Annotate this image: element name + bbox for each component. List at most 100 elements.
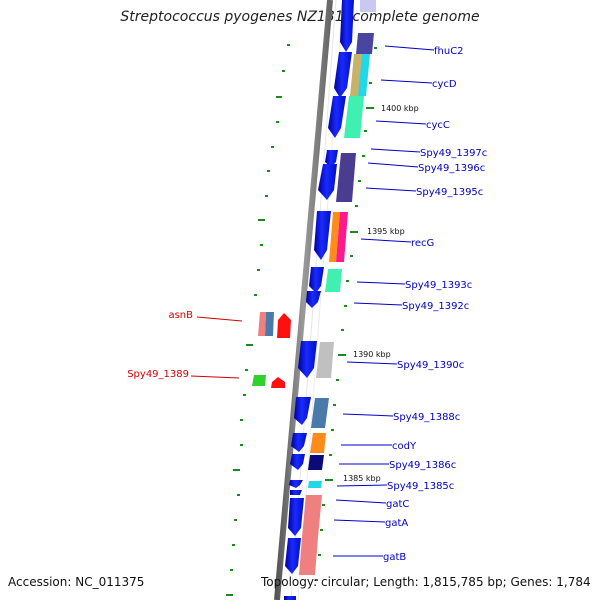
ruler-tick [315,579,318,581]
cog-feature[interactable] [308,455,324,470]
gene-label[interactable]: fhuC2 [434,46,464,57]
cog-feature[interactable] [325,269,342,292]
cds-feature[interactable] [314,211,331,260]
ruler-tick [282,70,285,72]
cds-feature[interactable] [288,498,304,536]
ruler-tick [265,195,268,197]
cds-feature[interactable] [318,164,337,200]
scale-label: 1395 kbp [367,227,405,236]
gene-label[interactable]: Spy49_1386c [389,460,456,471]
scale-labels: 1400 kbp 1395 kbp 1390 kbp 1385 kbp [325,104,419,483]
ruler-tick [318,554,321,556]
gene-label[interactable]: gatA [385,518,408,529]
forward-gene-labels: fhuC2 cycD cycC Spy49_1397c Spy49_1396c Spy49… [383,46,487,563]
ruler-tick [271,146,274,148]
gene-label[interactable]: Spy49_1392c [402,301,469,312]
ruler-tick [260,244,263,246]
cog-feature[interactable] [316,342,334,378]
ruler-tick [267,170,270,172]
cog-track [299,0,376,575]
ruler-tick [344,305,347,307]
reverse-gene-labels: asnB Spy49_1389 [127,310,193,380]
reverse-feature[interactable] [258,312,266,336]
cog-feature[interactable] [311,398,329,428]
gene-label-leader [342,413,394,417]
ruler-tick [355,205,358,207]
gene-label[interactable]: cycD [432,79,457,90]
ruler-ticks [226,44,290,596]
gene-label[interactable]: Spy49_1390c [397,360,464,371]
cog-feature[interactable] [336,212,348,262]
gene-label-leader [196,316,243,322]
cog-feature[interactable] [358,54,370,96]
gene-label[interactable]: Spy49_1388c [393,412,460,423]
ruler-tick [287,44,290,46]
cds-feature[interactable] [334,52,352,98]
cds-feature[interactable] [294,397,311,425]
cds-feature[interactable] [328,96,346,138]
cds-feature[interactable] [306,291,321,308]
cds-feature[interactable] [284,596,296,600]
cog-feature[interactable] [329,212,340,262]
cds-feature[interactable] [285,538,301,574]
cog-feature[interactable] [360,0,376,12]
ruler-tick [233,469,240,471]
cds-feature[interactable] [340,0,354,52]
scale-label: 1385 kbp [343,474,381,483]
gene-label[interactable]: Spy49_1395c [416,187,483,198]
forward-cds-track [284,0,354,600]
cog-feature[interactable] [302,495,322,537]
gene-label-leader [335,499,387,504]
gene-label[interactable]: asnB [168,310,193,321]
cog-feature[interactable] [299,537,318,575]
cds-feature[interactable] [298,341,317,378]
reverse-feature[interactable] [277,313,291,338]
gene-label[interactable]: Spy49_1389 [127,369,189,380]
cds-feature[interactable] [290,490,302,495]
gene-label[interactable]: Spy49_1385c [387,481,454,492]
gene-label[interactable]: Spy49_1393c [405,280,472,291]
cog-feature[interactable] [336,153,356,202]
map-title: Streptococcus pyogenes NZ131, complete g… [120,9,480,25]
cog-feature[interactable] [356,33,374,54]
scale-label: 1390 kbp [353,350,391,359]
ruler-tick [240,419,243,421]
ruler-tick [329,454,332,456]
cds-feature[interactable] [309,267,324,293]
cds-feature[interactable] [290,454,305,470]
cog-feature[interactable] [308,481,322,488]
gene-label[interactable]: recG [411,238,434,249]
gene-label[interactable]: codY [392,441,417,452]
gene-label[interactable]: Spy49_1397c [420,148,487,159]
gene-label-leader [360,238,412,243]
gene-label[interactable]: gatC [386,499,409,510]
gene-label-leader [190,375,240,379]
gene-label[interactable]: cycC [426,120,450,131]
cds-feature[interactable] [291,433,307,452]
reverse-feature-track [252,312,291,388]
ruler-tick [320,529,323,531]
ruler-tick [230,569,233,571]
cds-feature[interactable] [289,480,303,488]
reverse-feature[interactable] [271,377,285,388]
gene-label-leader [336,484,388,487]
ruler-tick [237,494,240,496]
gene-label-leader [365,187,417,192]
ruler-tick [341,329,344,331]
ruler-tick [276,121,279,123]
cds-feature[interactable] [325,150,338,167]
gene-label-leader [333,519,386,523]
accession-text: Accession: NC_011375 [8,575,145,589]
gene-label[interactable]: gatB [383,552,406,563]
ruler-tick [350,255,353,257]
cog-feature[interactable] [310,433,326,453]
ruler-tick [234,519,237,521]
reverse-feature[interactable] [252,375,266,386]
gene-label[interactable]: Spy49_1396c [418,163,485,174]
ruler-tick [364,130,367,132]
ruler-tick [358,180,361,182]
cog-feature[interactable] [344,96,364,138]
reverse-feature[interactable] [265,312,274,336]
ruler-tick [336,379,339,381]
